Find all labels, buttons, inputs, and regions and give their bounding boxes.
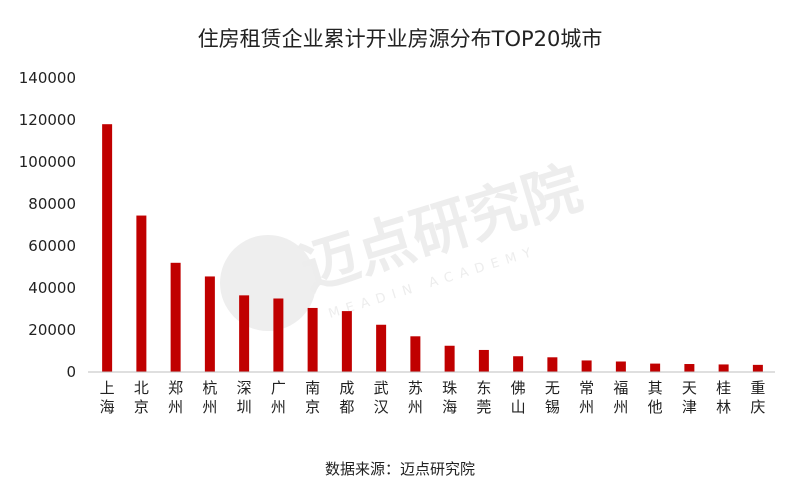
- x-tick-label: 深圳: [237, 379, 252, 416]
- bar-成都: [341, 311, 352, 372]
- x-tick-label: 郑州: [168, 379, 183, 416]
- bar-其他: [650, 363, 661, 372]
- y-tick-label: 140000: [19, 69, 76, 87]
- bars: [102, 124, 763, 372]
- bar-佛山: [513, 356, 524, 372]
- y-tick-label: 20000: [28, 321, 76, 339]
- x-tick-label: 广州: [271, 379, 286, 416]
- y-tick-label: 0: [66, 363, 76, 381]
- x-tick-label: 成都: [339, 379, 354, 416]
- source-note: 数据来源：迈点研究院: [325, 460, 475, 478]
- bar-福州: [615, 361, 626, 372]
- x-tick-label: 重庆: [750, 379, 765, 416]
- x-tick-label: 上海: [100, 379, 115, 416]
- bar-杭州: [204, 276, 215, 372]
- x-tick-label: 珠海: [442, 379, 457, 416]
- y-tick-label: 40000: [28, 279, 76, 297]
- bar-东莞: [478, 349, 489, 372]
- bar-郑州: [170, 262, 181, 372]
- bar-上海: [102, 124, 113, 372]
- bar-武汉: [376, 324, 387, 372]
- x-tick-label: 福州: [613, 379, 628, 416]
- y-tick-label: 80000: [28, 195, 76, 213]
- bar-珠海: [444, 345, 455, 372]
- x-tick-label: 桂林: [716, 379, 731, 416]
- bar-广州: [273, 298, 284, 372]
- bar-常州: [581, 360, 592, 372]
- bar-苏州: [410, 336, 421, 372]
- y-tick-label: 120000: [19, 111, 76, 129]
- x-tick-label: 无锡: [545, 379, 560, 416]
- bar-重庆: [752, 364, 763, 372]
- bar-天津: [684, 364, 695, 372]
- x-tick-label: 杭州: [202, 379, 217, 416]
- x-tick-label: 苏州: [408, 379, 423, 416]
- x-tick-label: 其他: [648, 379, 663, 416]
- x-tick-label: 北京: [134, 379, 149, 416]
- x-tick-label: 天津: [682, 379, 697, 416]
- bar-桂林: [718, 364, 729, 372]
- x-tick-label: 武汉: [374, 379, 389, 416]
- bar-深圳: [239, 295, 250, 372]
- chart-title: 住房租赁企业累计开业房源分布TOP20城市: [198, 27, 603, 51]
- x-tick-label: 东莞: [476, 379, 491, 416]
- y-axis-ticks: 0 20000 40000 60000 80000 100000 120000 140000: [19, 69, 76, 381]
- x-tick-label: 常州: [579, 379, 594, 416]
- y-tick-label: 100000: [19, 153, 76, 171]
- bar-北京: [136, 215, 147, 372]
- x-tick-label: 佛山: [511, 379, 526, 416]
- y-tick-label: 60000: [28, 237, 76, 255]
- bar-无锡: [547, 357, 558, 372]
- bar-南京: [307, 307, 318, 372]
- x-tick-label: 南京: [305, 379, 320, 416]
